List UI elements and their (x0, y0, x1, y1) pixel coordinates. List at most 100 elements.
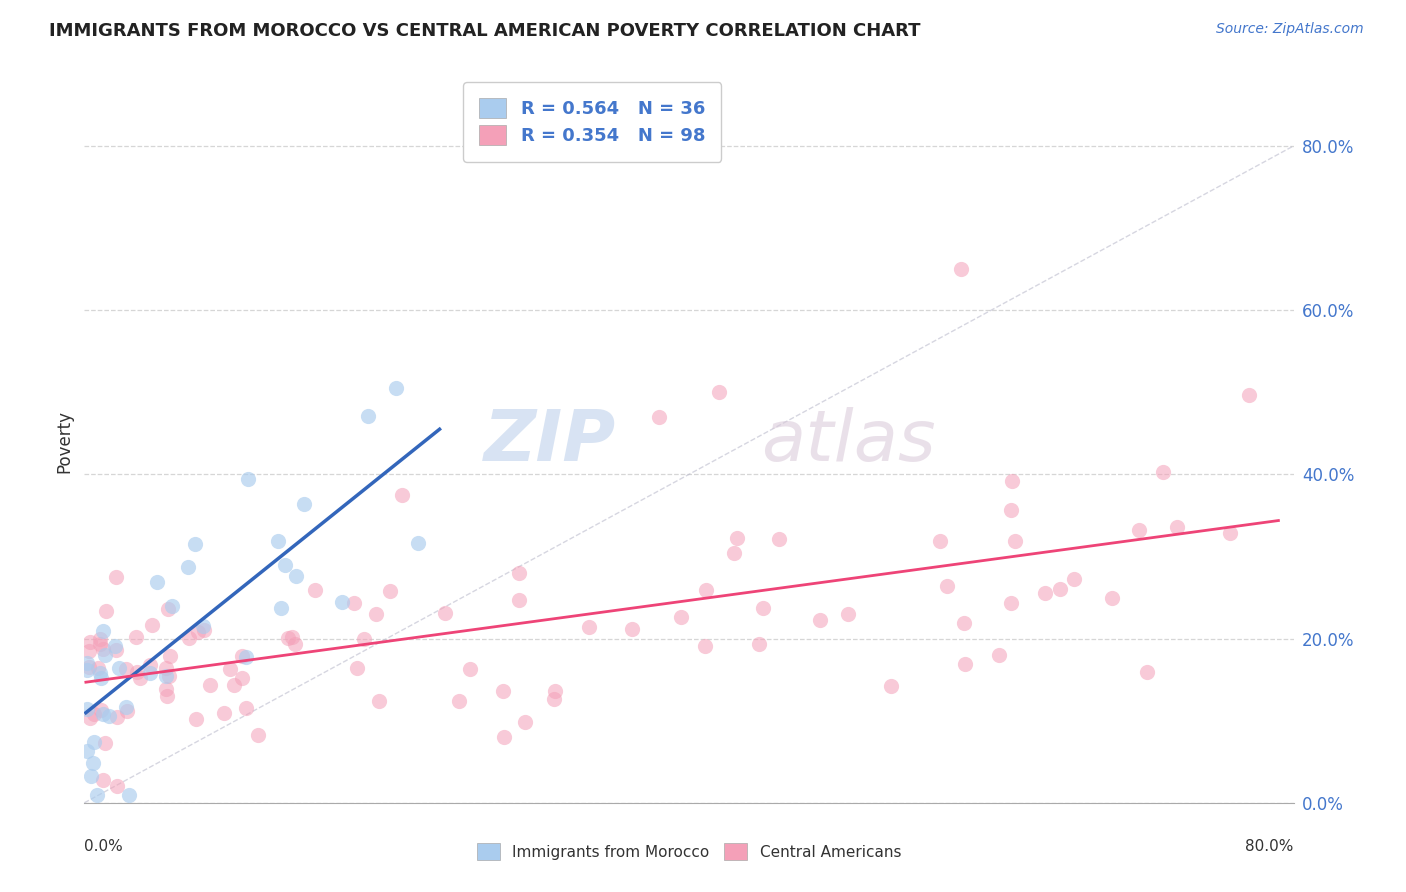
Text: Source: ZipAtlas.com: Source: ZipAtlas.com (1216, 22, 1364, 37)
Point (1063, 572, 1085, 586)
Point (1033, 586, 1056, 600)
Point (146, 575, 169, 590)
Point (105, 710, 128, 724)
Y-axis label: Poverty: Poverty (55, 410, 73, 473)
Point (155, 682, 177, 697)
Point (752, 601, 775, 615)
Point (125, 665, 148, 679)
Point (235, 649, 257, 664)
Point (346, 661, 368, 675)
Point (187, 625, 209, 640)
Point (156, 689, 179, 703)
Point (1219, 525, 1241, 540)
Point (235, 701, 257, 715)
Point (513, 714, 536, 729)
Point (709, 385, 731, 400)
Point (155, 661, 177, 675)
Point (94, 604, 117, 618)
Point (330, 595, 353, 609)
Point (93, 736, 115, 750)
Point (543, 691, 565, 706)
Point (128, 671, 150, 685)
Point (191, 619, 214, 633)
Point (492, 730, 515, 744)
Point (159, 648, 181, 663)
Point (160, 599, 183, 614)
Point (91, 706, 114, 721)
Point (434, 606, 457, 620)
Point (880, 679, 903, 693)
Point (284, 569, 307, 583)
Point (1166, 520, 1188, 534)
Point (368, 693, 391, 707)
Text: 0.0%: 0.0% (84, 838, 124, 854)
Point (90, 703, 112, 717)
Point (89, 632, 111, 646)
Point (1128, 523, 1150, 537)
Point (988, 648, 1011, 662)
Point (1000, 502, 1022, 516)
Point (115, 704, 138, 718)
Point (768, 532, 790, 546)
Point (723, 546, 745, 560)
Point (391, 488, 413, 502)
Text: 80.0%: 80.0% (1246, 838, 1294, 854)
Point (508, 592, 530, 607)
Point (104, 642, 127, 657)
Point (544, 684, 567, 698)
Point (104, 640, 127, 654)
Point (124, 630, 146, 644)
Text: atlas: atlas (762, 407, 936, 476)
Point (1001, 475, 1024, 489)
Text: ZIP: ZIP (484, 407, 616, 476)
Point (79, 711, 101, 725)
Point (155, 669, 177, 683)
Point (366, 607, 388, 621)
Point (695, 582, 717, 597)
Point (89, 637, 111, 651)
Point (236, 472, 259, 486)
Point (449, 694, 471, 708)
Point (384, 381, 406, 395)
Point (1237, 388, 1260, 402)
Point (82, 756, 104, 771)
Legend: Immigrants from Morocco, Central Americans: Immigrants from Morocco, Central America… (470, 836, 908, 867)
Point (198, 678, 221, 692)
Point (270, 600, 292, 615)
Point (212, 706, 235, 720)
Point (139, 658, 162, 673)
Point (953, 615, 976, 630)
Point (91, 772, 114, 787)
Point (76, 702, 98, 716)
Point (693, 639, 716, 653)
Point (224, 678, 246, 692)
Point (157, 669, 180, 683)
Point (141, 618, 163, 632)
Point (378, 584, 401, 599)
Point (139, 665, 162, 680)
Point (80, 769, 103, 783)
Point (76, 657, 98, 671)
Point (83, 734, 105, 748)
Point (508, 566, 530, 580)
Point (193, 623, 215, 637)
Point (1101, 591, 1123, 605)
Point (648, 409, 671, 424)
Point (91, 641, 114, 656)
Point (808, 613, 831, 627)
Point (458, 662, 481, 676)
Point (492, 684, 515, 698)
Point (950, 262, 973, 277)
Point (620, 623, 643, 637)
Point (77, 660, 100, 674)
Point (1152, 465, 1174, 479)
Point (177, 560, 200, 574)
Point (406, 536, 429, 550)
Point (1000, 596, 1022, 610)
Point (114, 662, 136, 676)
Point (274, 558, 297, 572)
Point (837, 607, 859, 621)
Point (76, 663, 98, 677)
Point (86, 788, 108, 802)
Point (94, 648, 117, 662)
